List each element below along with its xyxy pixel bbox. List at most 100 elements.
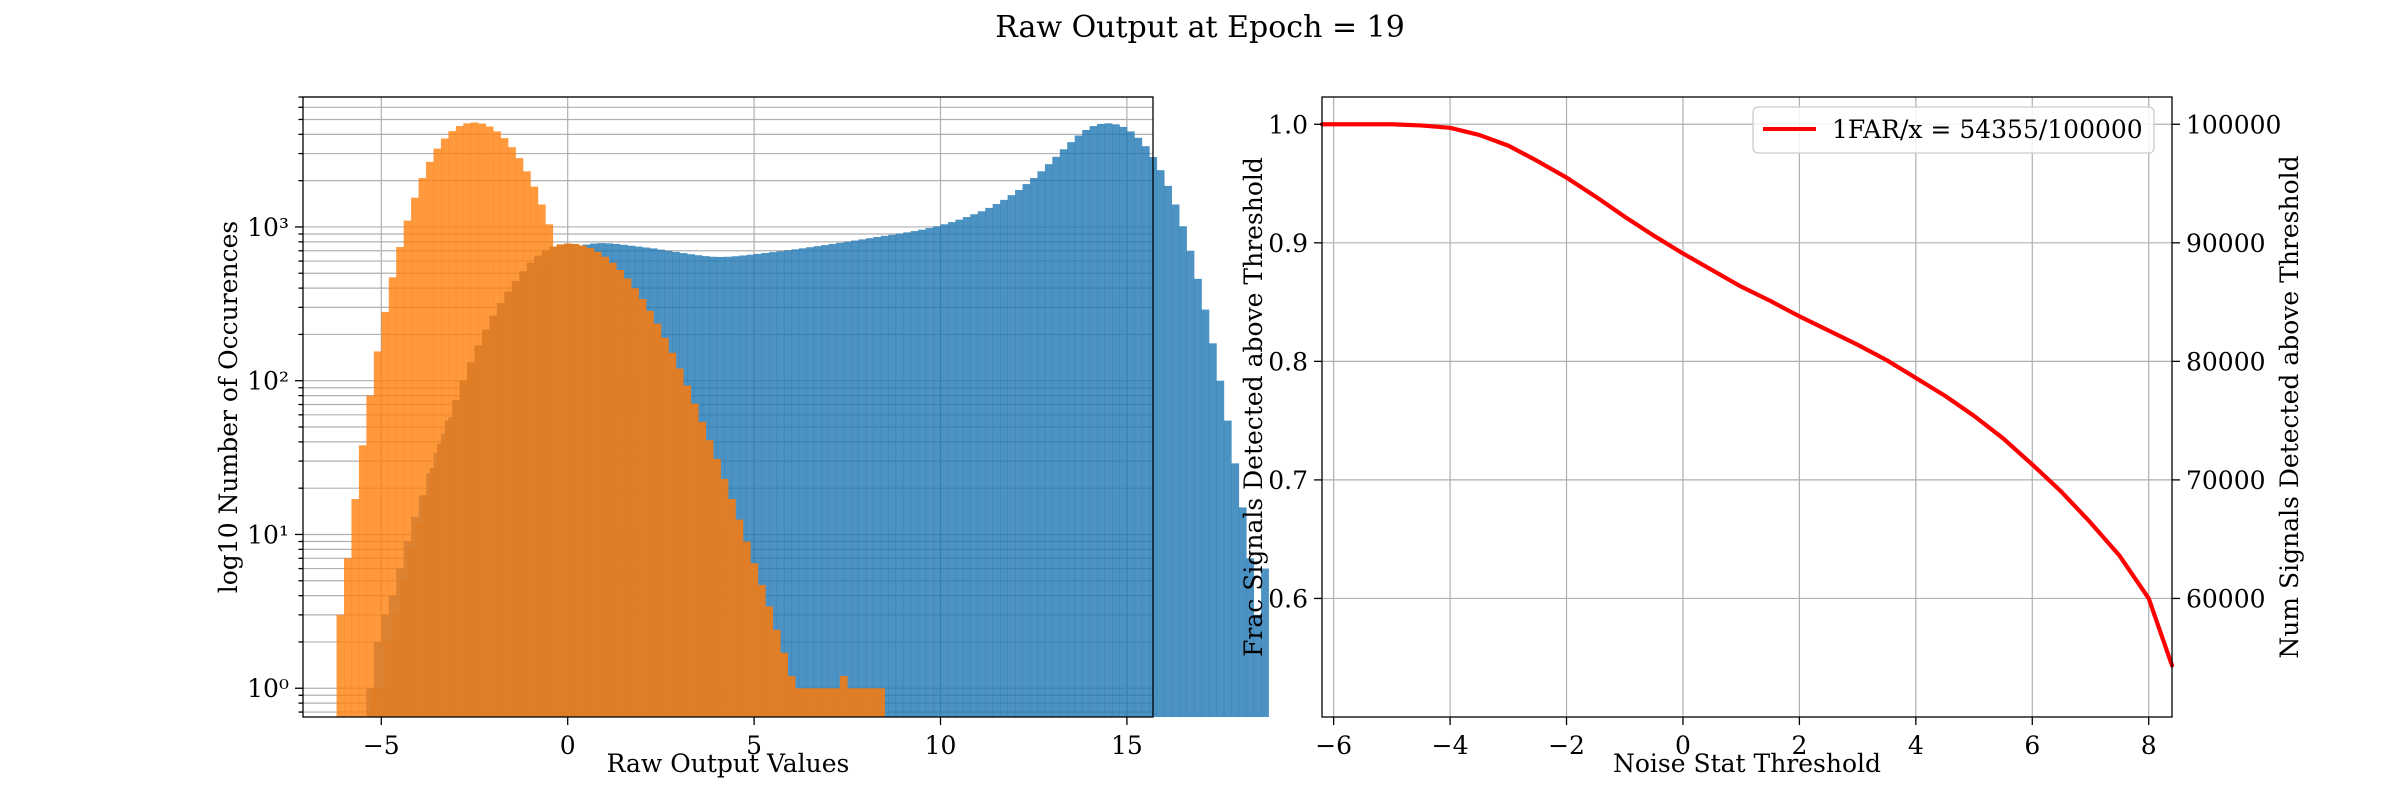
histogram-bar [761, 252, 770, 718]
histogram-bar [955, 219, 964, 717]
histogram-bar [407, 549, 416, 717]
histogram-bar [336, 614, 345, 717]
histogram-bar [772, 629, 781, 717]
histogram-bar [810, 688, 818, 717]
histogram-bar [746, 254, 755, 717]
histogram-bar [541, 250, 550, 718]
y-tick-label: 0.7 [1268, 466, 1308, 495]
histogram-bar [903, 232, 912, 717]
histogram-bar [437, 443, 446, 717]
histogram-bar [358, 445, 367, 717]
histogram-bar [1052, 156, 1061, 717]
histogram-plot: −5 0 5 10 15 10⁰ 10¹ 10² 10³ Raw Output Values l… [214, 96, 1269, 778]
histogram-bar [1164, 185, 1172, 718]
histogram-bar [847, 688, 856, 717]
histogram-bar [623, 278, 632, 717]
histogram-bar [895, 233, 904, 718]
histogram-bar [608, 262, 617, 717]
histogram-bar [1037, 171, 1046, 717]
histogram-bar [660, 337, 669, 717]
histogram-bar [854, 688, 863, 717]
histogram-bar [798, 248, 807, 717]
histogram-axes-frame [302, 96, 1154, 718]
histogram-bar [351, 499, 360, 717]
histogram-bar [392, 614, 401, 717]
histogram-bar [705, 440, 714, 717]
histogram-bar [776, 251, 785, 718]
x-tick-label: −6 [1315, 731, 1352, 760]
histogram-bar [1253, 614, 1262, 717]
histogram-bar [1059, 149, 1068, 717]
histogram-bar [836, 242, 844, 718]
histogram-bar [817, 688, 826, 717]
histogram-bar [728, 499, 736, 717]
histogram-bar [802, 688, 811, 717]
histogram-bar [1261, 568, 1269, 717]
histogram-bar [769, 252, 777, 718]
histogram-bar [1000, 199, 1008, 717]
histogram-bar [940, 224, 949, 717]
legend: 1FAR/x = 54355/100000 [1752, 106, 2155, 154]
histogram-bar [631, 288, 639, 717]
histogram-bar [832, 688, 841, 717]
histogram-bar [1097, 123, 1105, 717]
histogram-bar [780, 652, 788, 717]
histogram-bar [824, 688, 833, 717]
x-tick-label: 10 [925, 731, 957, 760]
right-y-tick-label: 80000 [2186, 347, 2266, 376]
histogram-bar [467, 362, 475, 717]
right-y-tick-label: 60000 [2186, 584, 2266, 613]
histogram-bar [690, 403, 699, 717]
histogram-bar [403, 220, 412, 717]
histogram-bar [675, 368, 684, 717]
histogram-bar [843, 241, 852, 717]
histogram-bar [813, 246, 822, 717]
histogram-bar [683, 385, 692, 717]
histogram-bar [970, 214, 979, 717]
y-tick-label: 0.9 [1268, 229, 1308, 258]
curve-ticks: −6 −4 −2 0 2 4 6 8 0.6 0.7 0.8 0.9 1.0 60000 70000 8000… [1268, 110, 2281, 760]
histogram-bar [668, 352, 677, 717]
x-tick-label: −5 [363, 731, 400, 760]
x-tick-label: −4 [1432, 731, 1469, 760]
histogram-bar [396, 247, 405, 718]
x-tick-label: 5 [746, 731, 762, 760]
histogram-bar [370, 688, 378, 717]
histogram-bar [645, 310, 654, 717]
histogram-bar [452, 399, 460, 717]
legend-label: 1FAR/x = 54355/100000 [1832, 115, 2143, 144]
y-tick-label: 10¹ [247, 520, 289, 549]
histogram-bar [1141, 146, 1150, 717]
x-tick-label: −2 [1548, 731, 1585, 760]
histogram-bar [534, 255, 542, 717]
histogram-bar [616, 269, 624, 717]
histogram-bar [1022, 184, 1031, 717]
histogram-bar [880, 235, 889, 718]
right-y-tick-label: 90000 [2186, 229, 2266, 258]
histogram-bar [373, 351, 382, 717]
histogram-bar [783, 250, 792, 718]
histogram-bar [1216, 380, 1225, 717]
histogram-bar [933, 226, 941, 717]
histogram-bar [563, 243, 572, 718]
histogram-bar [653, 323, 662, 717]
histogram-bar [962, 217, 971, 717]
y-tick-label: 1.0 [1268, 110, 1308, 139]
histogram-bar [869, 688, 878, 717]
x-tick-label: 0 [1675, 731, 1691, 760]
y-tick-label: 10⁰ [247, 674, 289, 703]
histogram-bar [918, 229, 926, 718]
histogram-bar [977, 211, 986, 717]
histogram-bar [638, 298, 647, 717]
histogram-bar [865, 238, 874, 717]
histogram-bar [1104, 123, 1113, 717]
right-y-tick-label: 100000 [2186, 110, 2281, 139]
histogram-bar [795, 688, 803, 717]
histogram-bar [414, 522, 423, 717]
histogram-bar [821, 245, 830, 717]
histogram-bar [1238, 507, 1247, 717]
histogram-bar [344, 558, 352, 717]
histogram-bar [791, 249, 800, 717]
curve-lines [1319, 122, 2175, 668]
histogram-x-axis-label: Raw Output Values [607, 749, 850, 778]
